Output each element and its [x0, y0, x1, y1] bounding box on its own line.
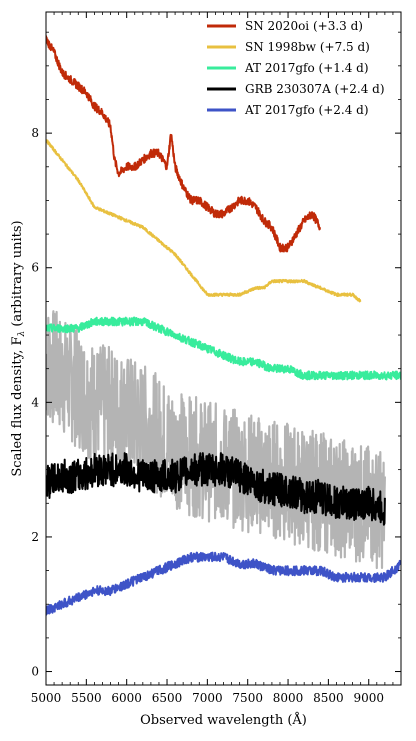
y-axis-label-main: Scaled flux density, F [10, 337, 25, 477]
axis-ticks: 5000 5500 6000 6500 7000 7500 8000 8500 9000 0 2 4 6… [31, 12, 402, 705]
legend-label-3: GRB 230307A (+2.4 d) [245, 82, 385, 96]
y-axis-label: Scaled flux density, Fλ (arbitrary units… [10, 220, 27, 476]
y-tick-label: 8 [31, 126, 39, 140]
series-line-3 [46, 452, 386, 526]
x-tick-label: 8500 [313, 691, 344, 705]
x-tick-label: 5500 [71, 691, 102, 705]
series-line-2 [46, 316, 401, 381]
x-tick-label: 6000 [111, 691, 142, 705]
legend-label-0: SN 2020oi (+3.3 d) [245, 19, 363, 33]
series-line-1 [46, 139, 362, 303]
x-axis-label: Observed wavelength (Å) [140, 712, 307, 728]
series-line-4 [46, 551, 401, 616]
x-tick-label: 6500 [152, 691, 183, 705]
legend-label-2: AT 2017gfo (+1.4 d) [244, 61, 369, 75]
y-axis-label-suffix: (arbitrary units) [10, 220, 25, 330]
y-tick-label: 4 [31, 395, 39, 409]
series-layer [46, 35, 401, 616]
series-line-0 [46, 35, 321, 253]
x-tick-label: 7000 [192, 691, 223, 705]
y-axis-label-sub: λ [17, 331, 27, 338]
x-tick-label: 7500 [232, 691, 263, 705]
y-tick-label: 2 [31, 530, 39, 544]
x-tick-label: 5000 [31, 691, 62, 705]
legend-label-1: SN 1998bw (+7.5 d) [245, 40, 370, 54]
series-line-5 [46, 310, 386, 570]
x-tick-label: 8000 [273, 691, 304, 705]
legend-label-4: AT 2017gfo (+2.4 d) [244, 103, 369, 117]
legend: SN 2020oi (+3.3 d) SN 1998bw (+7.5 d) AT 2… [207, 19, 385, 117]
y-tick-label: 6 [31, 261, 39, 275]
y-tick-label: 0 [31, 665, 39, 679]
x-tick-label: 9000 [353, 691, 384, 705]
